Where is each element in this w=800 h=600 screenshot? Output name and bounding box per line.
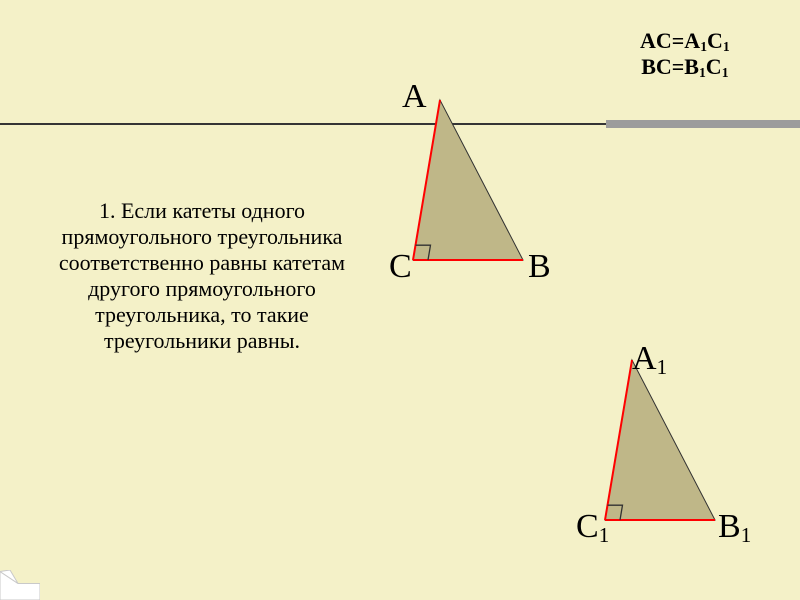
page-corner-icon <box>0 570 40 600</box>
vertex-label-B1: B1 <box>718 508 751 546</box>
geometry-canvas <box>0 0 800 600</box>
label-B1-main: B <box>718 508 741 545</box>
label-A1-main: A <box>632 340 657 377</box>
vertex-label-C1: C1 <box>576 508 609 546</box>
vertex-label-B: B <box>528 248 551 286</box>
label-A1-sub: 1 <box>657 355 668 379</box>
vertex-label-C: C <box>389 248 412 286</box>
label-C1-main: C <box>576 508 599 545</box>
label-B1-sub: 1 <box>741 523 752 547</box>
vertex-label-A: A <box>402 78 427 116</box>
label-C1-sub: 1 <box>599 523 610 547</box>
vertex-label-A1: A1 <box>632 340 667 378</box>
